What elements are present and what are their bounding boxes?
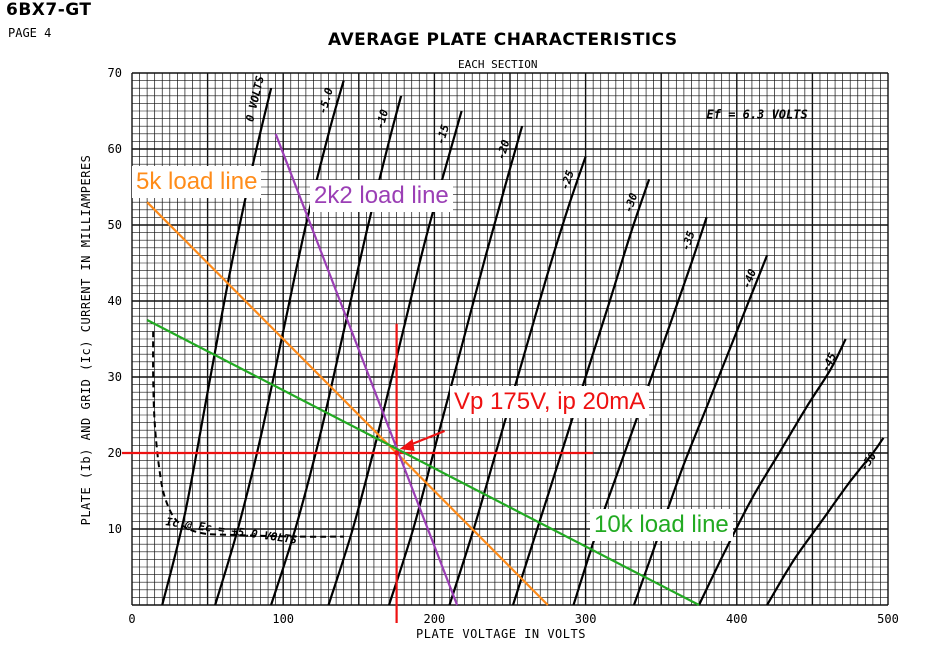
- plate-curve-label: -20: [494, 138, 512, 161]
- annotation-operating-point: Vp 175V, ip 20mA: [450, 386, 650, 418]
- plate-curve-label: -35: [679, 229, 698, 252]
- plate-curve-0: [161, 87, 273, 606]
- load-line-0: [146, 201, 549, 606]
- heater-note: Ef = 6.3 VOLTS: [707, 108, 808, 122]
- y-tick-label: 50: [107, 218, 122, 232]
- y-tick-label: 10: [107, 522, 122, 536]
- load-line-2: [146, 319, 700, 606]
- operating-point: [394, 450, 400, 456]
- plate-curve-label: -15: [434, 123, 452, 146]
- plate-curve-label: -10: [373, 108, 391, 131]
- y-tick-label: 70: [107, 66, 122, 80]
- x-tick-label: 400: [725, 612, 748, 626]
- x-tick-label: 200: [423, 612, 446, 626]
- plate-curve-1: [214, 80, 345, 606]
- plate-curve-10: [766, 437, 885, 606]
- y-tick-label: 60: [107, 142, 122, 156]
- y-axis-label: PLATE (Ib) AND GRID (Ic) CURRENT IN MILL…: [79, 154, 93, 526]
- plate-curve-2: [270, 95, 403, 606]
- plate-curve-label: -25: [558, 168, 577, 191]
- plate-curve-4: [387, 125, 524, 606]
- x-tick-label: 500: [877, 612, 899, 626]
- plate-curve-label: -30: [622, 191, 641, 214]
- y-tick-label: 20: [107, 446, 122, 460]
- plate-curve-9: [698, 338, 847, 606]
- page-number: PAGE 4: [8, 26, 52, 40]
- grid-current-curve: [152, 331, 344, 538]
- tube-type-title: 6BX7-GT: [6, 0, 92, 20]
- op-arrow-head: [399, 439, 415, 451]
- plate-curve-3: [327, 110, 463, 606]
- plate-curve-6: [511, 179, 651, 606]
- x-tick-label: 100: [272, 612, 295, 626]
- annotation-5k-load-line: 5k load line: [132, 166, 262, 198]
- y-tick-label: 40: [107, 294, 122, 308]
- chart-title: AVERAGE PLATE CHARACTERISTICS: [328, 30, 678, 50]
- chart-subtitle: EACH SECTION: [458, 58, 538, 71]
- x-axis-label: PLATE VOLTAGE IN VOLTS: [416, 627, 586, 641]
- load-line-1: [274, 133, 459, 606]
- annotation-10k-load-line: 10k load line: [590, 509, 733, 541]
- annotation-2k2-load-line: 2k2 load line: [310, 180, 453, 212]
- x-tick-label: 300: [574, 612, 597, 626]
- grid: [131, 72, 889, 606]
- x-tick-label: 0: [128, 612, 136, 626]
- y-tick-label: 30: [107, 370, 122, 384]
